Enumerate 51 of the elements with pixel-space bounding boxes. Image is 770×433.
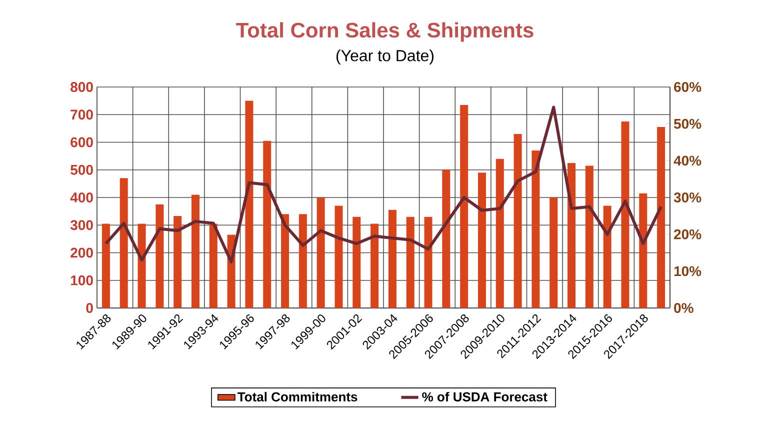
y2-tick-label: 50% xyxy=(674,118,702,129)
bar xyxy=(102,224,110,308)
bar xyxy=(388,210,396,308)
y2-tick-label: 40% xyxy=(674,156,702,166)
bar xyxy=(120,178,128,308)
bar xyxy=(657,127,666,308)
bar xyxy=(370,224,379,308)
legend-label: % of USDA Forecast xyxy=(422,392,548,402)
y2-tick-label: 0% xyxy=(674,303,694,313)
y2-tick-label: 60% xyxy=(674,82,702,92)
bar xyxy=(550,197,558,308)
bar xyxy=(603,206,612,308)
chart-subtitle: (Year to Date) xyxy=(336,50,434,64)
bar xyxy=(209,224,218,308)
bar xyxy=(532,150,540,308)
y-tick-label: 100 xyxy=(71,275,93,286)
bar xyxy=(496,158,504,308)
bar xyxy=(639,193,648,308)
bar xyxy=(424,216,432,308)
bar xyxy=(316,197,325,308)
bar xyxy=(156,204,164,308)
bar xyxy=(191,194,200,308)
bar xyxy=(585,166,594,308)
bar xyxy=(138,224,146,308)
y-tick-label: 0 xyxy=(86,303,93,313)
y-tick-label: 800 xyxy=(70,82,93,92)
y2-tick-label: 10% xyxy=(674,266,702,276)
bar xyxy=(568,162,576,308)
y-tick-label: 300 xyxy=(70,220,93,230)
bar xyxy=(514,134,522,308)
bar xyxy=(621,122,630,308)
y-tick-label: 500 xyxy=(70,164,93,175)
bar xyxy=(298,214,307,308)
bar xyxy=(478,172,486,308)
bar xyxy=(442,170,450,308)
bar xyxy=(352,216,361,308)
y-tick-label: 600 xyxy=(70,137,93,148)
bar xyxy=(460,104,468,308)
y-tick-label: 400 xyxy=(70,192,93,202)
y2-tick-label: 30% xyxy=(674,192,702,202)
bar xyxy=(406,216,414,308)
bar xyxy=(174,216,182,308)
bar xyxy=(281,214,290,308)
bar xyxy=(334,206,343,308)
bar xyxy=(263,140,272,308)
bar xyxy=(245,100,254,308)
legend-label: Total Commitments xyxy=(238,392,358,402)
y-tick-label: 700 xyxy=(70,110,93,120)
y-tick-label: 200 xyxy=(70,248,93,258)
chart-title: Total Corn Sales & Shipments xyxy=(236,22,534,42)
y2-tick-label: 20% xyxy=(674,229,702,240)
